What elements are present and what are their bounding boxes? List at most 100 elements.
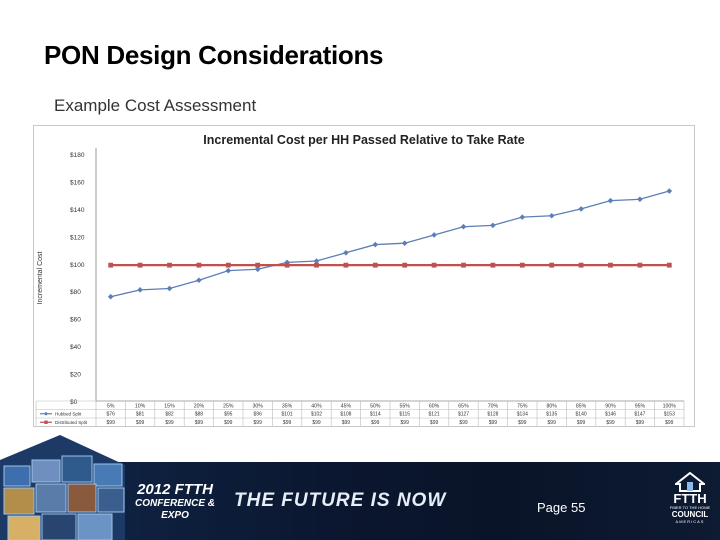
x-tick-label: 25% bbox=[223, 403, 234, 409]
data-point bbox=[431, 232, 437, 238]
data-point bbox=[372, 241, 379, 248]
data-label: $128 bbox=[487, 412, 498, 418]
series-line-1 bbox=[110, 190, 670, 298]
data-label: $88 bbox=[195, 412, 204, 418]
data-label: $99 bbox=[430, 420, 439, 426]
ftth-council-logo: FTTH FIBER TO THE HOME COUNCIL AMERICAS bbox=[664, 470, 716, 538]
data-point bbox=[549, 262, 555, 268]
x-tick-label: 95% bbox=[635, 403, 646, 409]
data-label: $99 bbox=[254, 420, 263, 426]
data-point bbox=[137, 287, 143, 293]
data-label: $127 bbox=[458, 412, 469, 418]
data-label: $99 bbox=[459, 420, 468, 426]
event-subtitle: CONFERENCE & EXPO bbox=[134, 498, 215, 521]
y-tick-label: $120 bbox=[70, 234, 85, 241]
data-point bbox=[196, 277, 202, 284]
data-point bbox=[314, 262, 319, 268]
data-label: $140 bbox=[576, 412, 587, 418]
y-axis-label: Incremental Cost bbox=[37, 251, 44, 304]
x-tick-label: 60% bbox=[429, 403, 440, 409]
data-label: $101 bbox=[282, 412, 293, 418]
data-label: $146 bbox=[605, 412, 616, 418]
data-label: $135 bbox=[546, 412, 557, 418]
data-point bbox=[196, 262, 202, 268]
data-label: $153 bbox=[664, 412, 675, 418]
data-label: $81 bbox=[136, 412, 145, 418]
data-point bbox=[608, 262, 613, 268]
event-title: 2012 FTTH bbox=[137, 481, 213, 498]
data-label: $99 bbox=[136, 420, 145, 426]
data-point bbox=[461, 262, 466, 268]
x-tick-label: 70% bbox=[488, 403, 499, 409]
data-label: $82 bbox=[165, 412, 174, 418]
x-tick-label: 90% bbox=[605, 403, 616, 409]
data-label: $99 bbox=[548, 420, 557, 426]
data-point bbox=[372, 262, 378, 268]
x-tick-label: 35% bbox=[282, 403, 293, 409]
x-tick-label: 85% bbox=[576, 403, 587, 409]
data-point bbox=[107, 293, 114, 300]
legend-swatch-marker bbox=[44, 411, 48, 416]
y-tick-label: $180 bbox=[70, 152, 85, 159]
data-point bbox=[255, 262, 261, 268]
data-label: $99 bbox=[107, 420, 116, 426]
x-tick-label: 45% bbox=[341, 403, 352, 409]
data-point bbox=[637, 262, 643, 268]
data-label: $99 bbox=[195, 420, 204, 426]
y-tick-label: $140 bbox=[70, 207, 85, 214]
data-point bbox=[167, 262, 172, 268]
data-label: $99 bbox=[165, 420, 174, 426]
logo-tagline: FIBER TO THE HOME bbox=[669, 505, 711, 510]
data-point bbox=[225, 262, 231, 268]
x-tick-label: 75% bbox=[517, 403, 528, 409]
house-icon bbox=[675, 472, 705, 492]
data-point bbox=[548, 212, 555, 219]
data-point bbox=[460, 223, 467, 230]
data-label: $99 bbox=[342, 420, 351, 426]
data-point bbox=[666, 262, 672, 268]
logo-name: FTTH bbox=[673, 491, 707, 506]
data-point bbox=[490, 262, 496, 268]
chart-frame: Incremental Cost per HH Passed Relative … bbox=[33, 125, 695, 427]
data-label: $99 bbox=[636, 420, 645, 426]
data-label: $99 bbox=[606, 420, 615, 426]
y-tick-labels: $0 $20 $40 $60 $80 $100 $120 $140 $160 $180 bbox=[70, 152, 85, 406]
data-point bbox=[578, 206, 584, 212]
data-point bbox=[666, 188, 673, 194]
data-label: $114 bbox=[370, 412, 381, 418]
data-label: $121 bbox=[429, 412, 440, 418]
page-number: Page 55 bbox=[537, 500, 586, 515]
x-tick-label: 100% bbox=[663, 403, 677, 409]
y-tick-label: $80 bbox=[70, 289, 81, 296]
y-tick-label: $20 bbox=[70, 372, 81, 379]
x-tick-label: 80% bbox=[547, 403, 558, 409]
x-tick-label: 20% bbox=[194, 403, 205, 409]
banner-tagline: THE FUTURE IS NOW bbox=[234, 490, 447, 511]
chart-axes bbox=[95, 148, 684, 402]
y-tick-label: $40 bbox=[70, 344, 81, 351]
data-table: 5% 10% 15% 20% 25% 30% 35% 40% 45% 50% 55% 60% 65% 70… bbox=[35, 400, 685, 426]
series-lines bbox=[110, 190, 670, 298]
data-label: $108 bbox=[340, 412, 351, 418]
x-tick-label: 5% bbox=[107, 403, 115, 409]
data-label: $99 bbox=[518, 420, 527, 426]
logo-region: AMERICAS bbox=[675, 519, 705, 524]
data-label: $147 bbox=[634, 412, 645, 418]
data-point bbox=[225, 267, 232, 274]
data-point bbox=[490, 222, 496, 229]
slide-title: PON Design Considerations bbox=[44, 40, 384, 70]
data-label: $99 bbox=[401, 420, 410, 426]
x-tick-label: 10% bbox=[135, 403, 146, 409]
data-label: $102 bbox=[311, 412, 322, 418]
data-point bbox=[578, 262, 584, 268]
data-point bbox=[166, 285, 173, 292]
data-label: $95 bbox=[224, 412, 233, 418]
slide-subtitle: Example Cost Assessment bbox=[54, 96, 257, 115]
data-point bbox=[637, 196, 643, 203]
chart-title: Incremental Cost per HH Passed Relative … bbox=[203, 133, 524, 147]
data-label: $115 bbox=[399, 412, 410, 418]
data-point bbox=[284, 259, 290, 266]
data-point bbox=[607, 197, 614, 204]
conference-collage-image bbox=[0, 435, 125, 540]
data-point bbox=[401, 240, 408, 246]
